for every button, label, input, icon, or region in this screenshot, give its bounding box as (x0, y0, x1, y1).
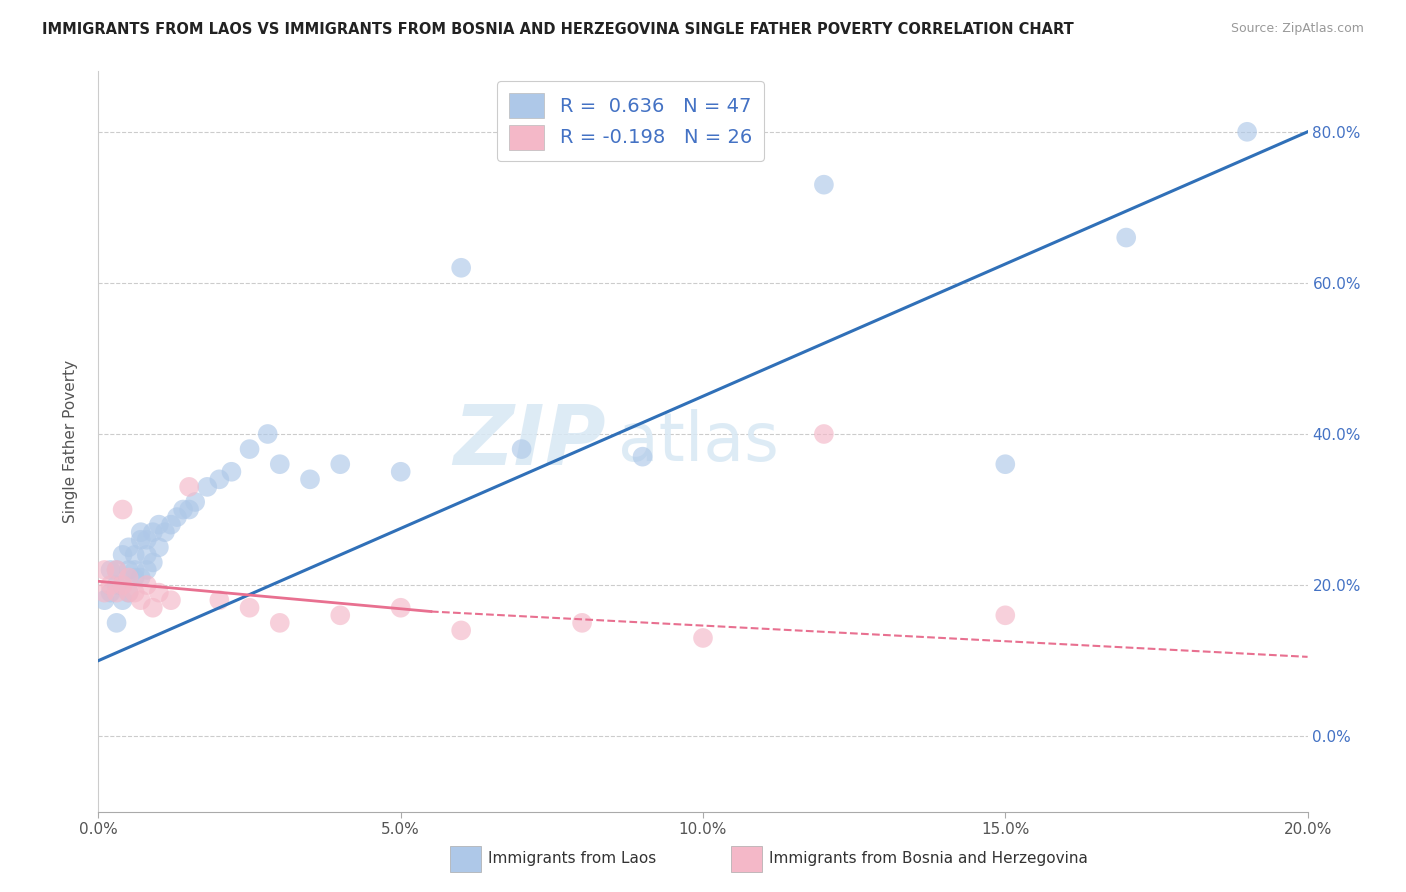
Point (329, 457, 352, 471)
Text: Immigrants from Bosnia and Herzegovina: Immigrants from Bosnia and Herzegovina (769, 852, 1088, 866)
Point (166, 510, 188, 524)
Point (299, 472, 322, 486)
Point (184, 495, 207, 509)
Point (813, 178, 835, 192)
Point (100, 585, 122, 599)
Point (450, 624, 472, 638)
Point (153, 525, 176, 540)
Point (124, 548, 146, 562)
Point (389, 465, 412, 479)
Point (329, 608, 352, 623)
Point (179, 502, 201, 516)
Point (571, 615, 593, 630)
Point (93, 563, 115, 577)
Point (105, 585, 128, 599)
Point (93, 585, 115, 599)
Text: Immigrants from Laos: Immigrants from Laos (488, 852, 657, 866)
Point (118, 563, 141, 577)
Point (129, 525, 152, 540)
Point (172, 502, 194, 516)
Point (135, 563, 157, 577)
Point (100, 563, 122, 577)
Point (256, 427, 278, 442)
Point (450, 260, 472, 275)
Text: Source: ZipAtlas.com: Source: ZipAtlas.com (1230, 22, 1364, 36)
Point (129, 593, 152, 607)
Point (994, 457, 1017, 471)
Point (111, 548, 134, 562)
Point (510, 442, 533, 456)
Point (160, 517, 183, 532)
Point (135, 578, 157, 592)
Point (1115, 230, 1137, 244)
Point (160, 593, 183, 607)
Point (142, 600, 165, 615)
Point (631, 450, 654, 464)
Point (111, 578, 134, 592)
Point (179, 480, 201, 494)
Point (111, 593, 134, 607)
Point (269, 457, 291, 471)
Point (813, 427, 835, 442)
Point (135, 548, 157, 562)
Point (269, 615, 291, 630)
Y-axis label: Single Father Poverty: Single Father Poverty (63, 360, 77, 523)
Point (118, 585, 141, 599)
Point (994, 608, 1017, 623)
Point (208, 472, 231, 486)
Point (105, 563, 128, 577)
Point (118, 570, 141, 584)
Text: IMMIGRANTS FROM LAOS VS IMMIGRANTS FROM BOSNIA AND HERZEGOVINA SINGLE FATHER POV: IMMIGRANTS FROM LAOS VS IMMIGRANTS FROM … (42, 22, 1074, 37)
Point (129, 533, 152, 547)
Point (124, 563, 146, 577)
Text: ZIP: ZIP (454, 401, 606, 482)
Point (124, 585, 146, 599)
Point (692, 631, 714, 645)
Point (142, 556, 165, 570)
Point (148, 517, 170, 532)
Point (93, 593, 115, 607)
Point (135, 533, 157, 547)
Point (118, 585, 141, 599)
Point (129, 570, 152, 584)
Point (1236, 125, 1258, 139)
Point (142, 525, 165, 540)
Point (124, 570, 146, 584)
Point (221, 465, 243, 479)
Point (148, 585, 170, 599)
Point (239, 600, 262, 615)
Point (105, 578, 128, 592)
Point (100, 578, 122, 592)
Point (111, 502, 134, 516)
Text: atlas: atlas (619, 409, 779, 475)
Point (195, 480, 218, 494)
Point (105, 615, 128, 630)
Point (118, 541, 141, 555)
Point (148, 541, 170, 555)
Point (208, 593, 231, 607)
Legend: R =  0.636   N = 47, R = -0.198   N = 26: R = 0.636 N = 47, R = -0.198 N = 26 (498, 81, 763, 161)
Point (111, 578, 134, 592)
Point (389, 600, 412, 615)
Point (239, 442, 262, 456)
Point (105, 563, 128, 577)
